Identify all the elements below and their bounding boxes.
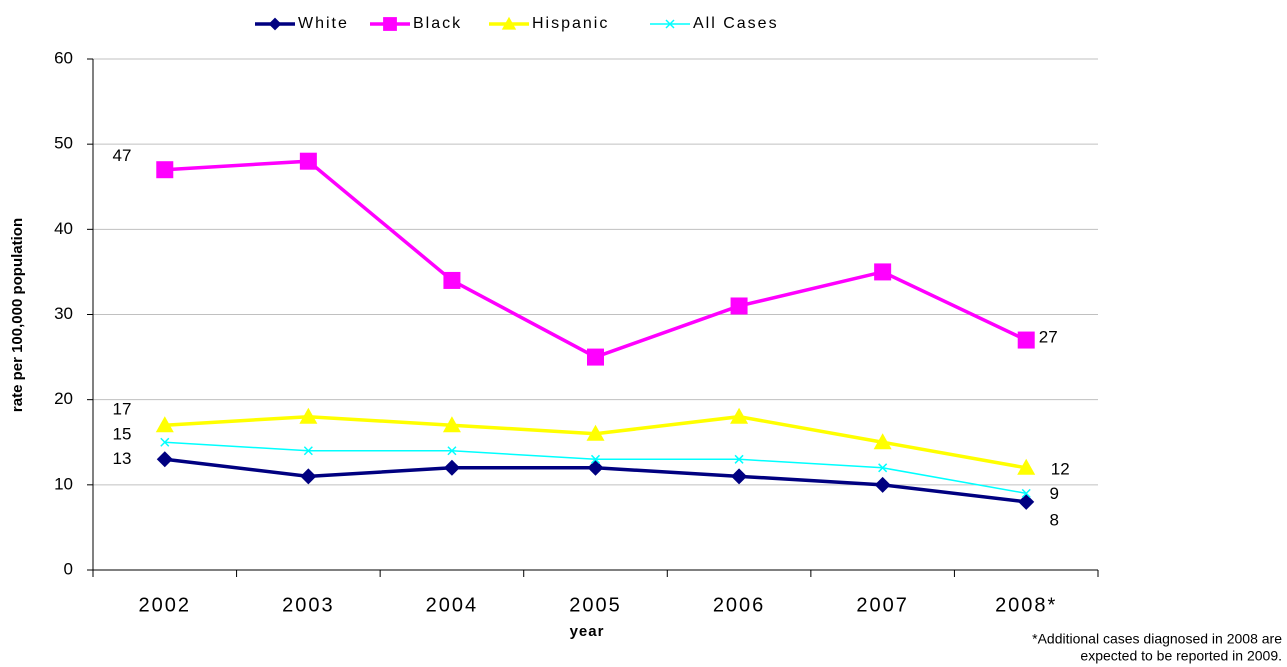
series-line [164,159,1027,359]
marker [730,407,749,424]
marker [447,446,457,456]
x-tick-label: 2002 [139,594,192,616]
x-tick-label: 2004 [426,594,479,616]
legend-marker [383,17,397,31]
x-tick-label: 2006 [713,594,766,616]
marker [730,297,748,315]
footnote: expected to be reported in 2009. [1080,648,1282,664]
data-label: 15 [113,425,132,444]
marker [300,468,317,485]
marker [160,437,170,447]
legend-label: All Cases [693,15,779,32]
marker [874,476,891,493]
data-label: 27 [1039,328,1058,347]
legend-marker [268,17,282,31]
marker [873,433,892,450]
marker [156,451,173,468]
y-tick-label: 30 [54,304,73,323]
marker [155,416,174,433]
x-tick-label: 2008* [995,594,1057,616]
marker [443,271,461,289]
y-tick-label: 10 [54,474,73,493]
marker [442,416,461,433]
legend-label: Black [413,15,462,32]
marker [590,454,601,464]
footnote: *Additional cases diagnosed in 2008 are [1032,631,1282,647]
data-label: 8 [1049,510,1058,529]
marker [299,407,318,424]
marker [1018,493,1035,510]
marker [1021,488,1031,498]
data-label: 9 [1049,484,1058,503]
y-axis-title: rate per 100,000 population [9,218,26,412]
x-tick-label: 2007 [856,594,909,616]
data-label: 17 [113,400,132,419]
x-axis-title: year [570,623,605,640]
marker [303,446,313,456]
marker [878,463,888,473]
x-tick-label: 2005 [569,594,622,616]
marker [587,459,604,476]
marker [156,161,174,179]
marker [586,424,605,441]
marker [1017,458,1036,475]
marker [1017,331,1035,349]
y-tick-label: 0 [64,559,73,578]
marker [443,459,460,476]
legend-label: Hispanic [532,15,609,32]
data-label: 47 [113,146,132,165]
marker [874,263,892,281]
y-tick-label: 20 [54,389,73,408]
legend-label: White [298,15,349,32]
data-label: 13 [113,449,132,468]
legend-marker [665,19,675,29]
marker [734,454,744,464]
x-tick-label: 2003 [282,594,335,616]
marker [299,152,317,170]
y-tick-label: 40 [54,219,73,238]
y-tick-label: 60 [54,48,73,67]
marker [731,468,748,485]
marker [587,348,604,366]
legend-marker [501,16,517,30]
data-label: 12 [1051,459,1070,478]
y-tick-label: 50 [54,134,73,153]
